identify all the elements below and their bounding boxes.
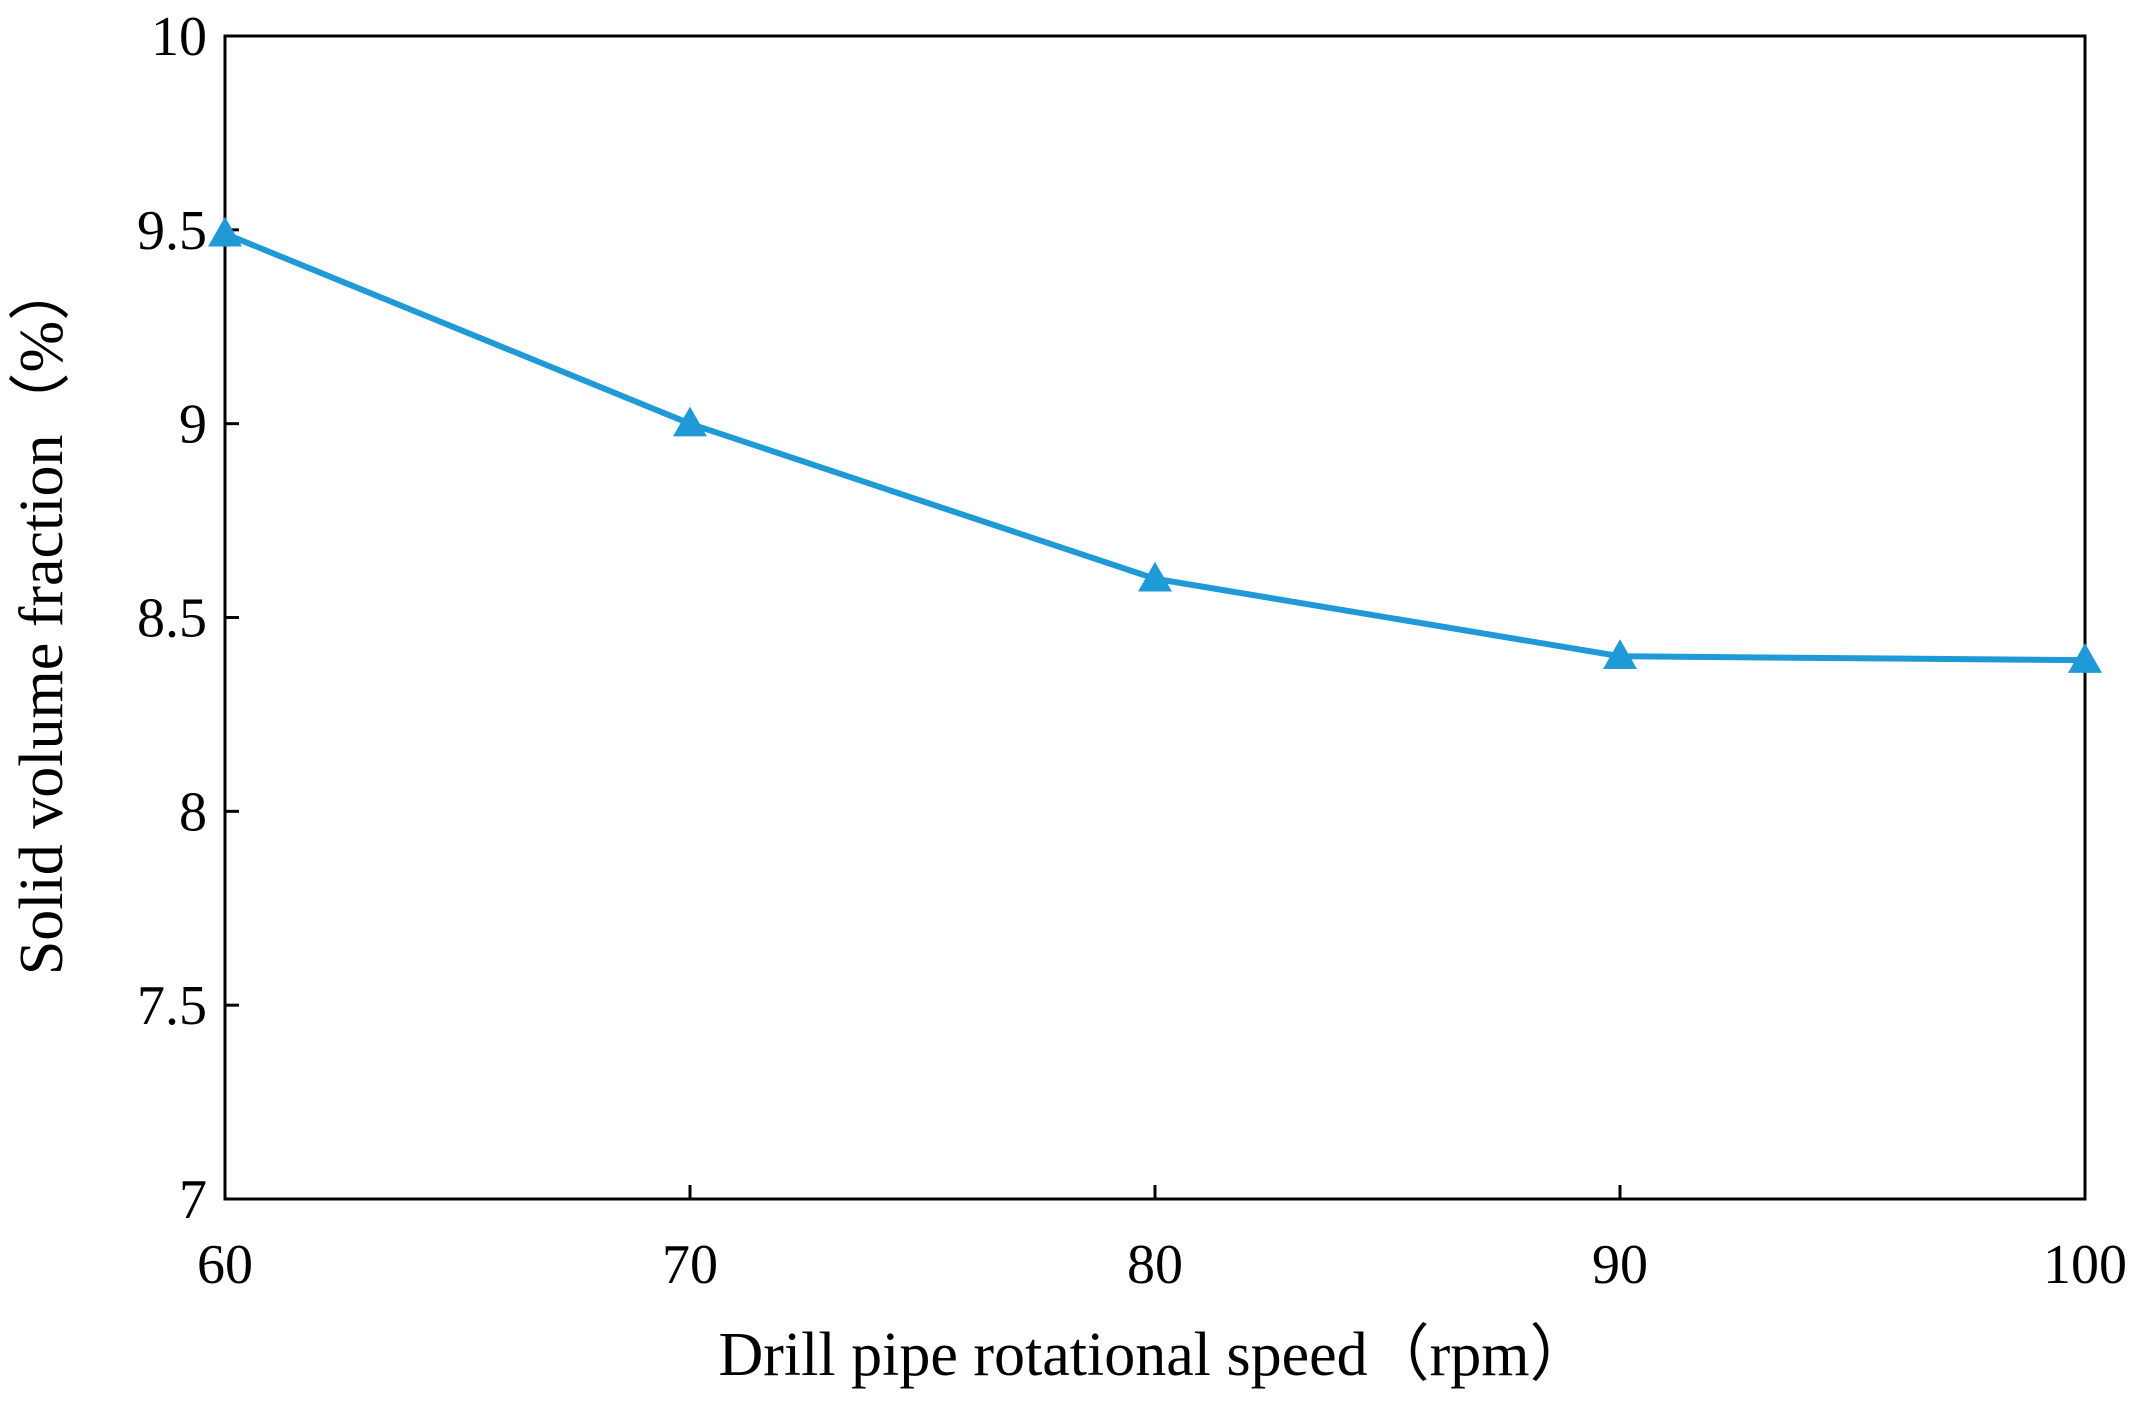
- y-axis-ticks: 7 7.5 8 8.5 9 9.5 10: [137, 6, 239, 1231]
- y-tick-label: 9.5: [137, 200, 207, 262]
- series-layer: [208, 216, 2102, 673]
- x-tick-label: 80: [1127, 1234, 1183, 1296]
- y-tick-label: 10: [151, 6, 207, 68]
- data-point-marker: [673, 406, 707, 437]
- y-tick-label: 9: [179, 394, 207, 456]
- x-tick-label: 60: [197, 1234, 253, 1296]
- data-point-marker: [1603, 639, 1637, 670]
- x-axis-title: Drill pipe rotational speed（rpm）: [719, 1321, 1592, 1389]
- y-tick-label: 8: [179, 781, 207, 843]
- data-point-marker: [208, 216, 242, 247]
- x-tick-label: 90: [1592, 1234, 1648, 1296]
- series-line: [222, 230, 2088, 664]
- y-tick-label: 7: [179, 1169, 207, 1231]
- plot-frame: [223, 34, 2087, 1201]
- x-tick-label: 100: [2043, 1234, 2127, 1296]
- x-axis-ticks: 60 70 80 90 100: [197, 1185, 2127, 1296]
- data-point-marker: [2068, 643, 2102, 673]
- x-tick-label: 70: [662, 1234, 718, 1296]
- y-tick-label: 7.5: [137, 975, 207, 1037]
- data-point-marker: [1138, 561, 1172, 592]
- y-tick-label: 8.5: [137, 588, 207, 650]
- y-axis-title: Solid volume fraction（%）: [8, 259, 76, 975]
